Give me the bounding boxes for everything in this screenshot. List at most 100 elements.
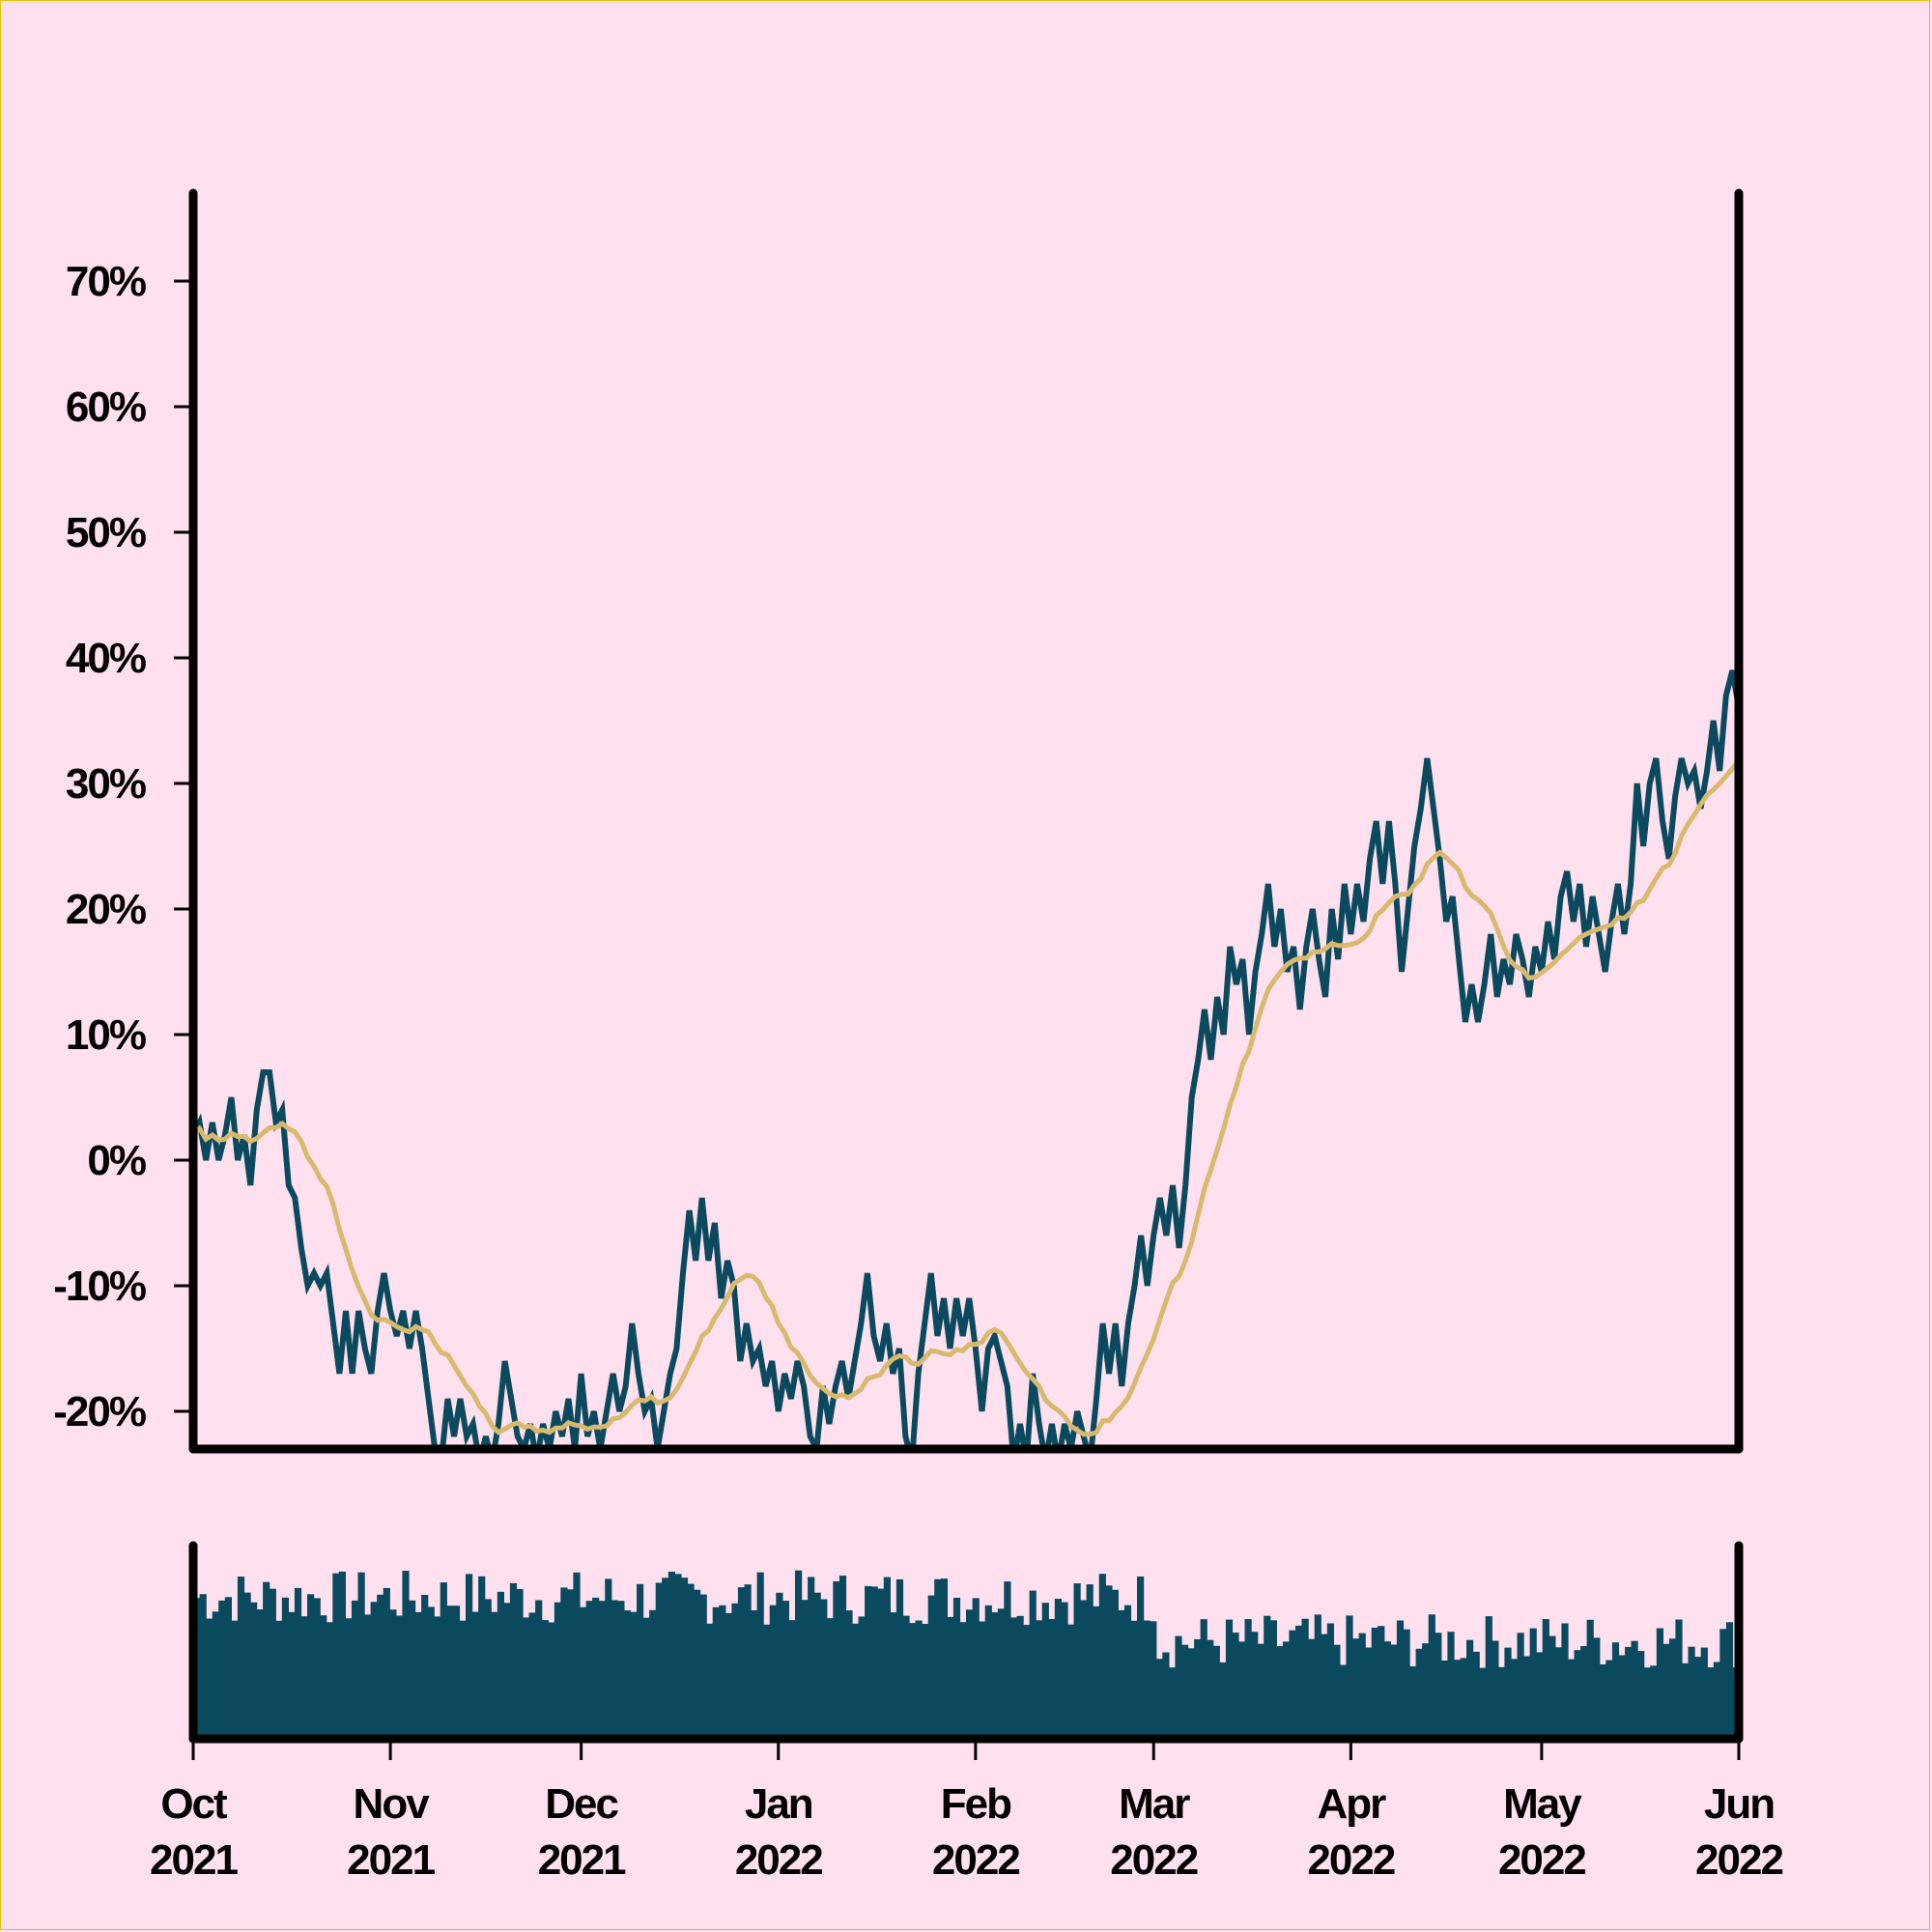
x-tick-label-month: Nov	[354, 1780, 431, 1828]
volume-bar	[497, 1591, 504, 1739]
volume-bar	[902, 1615, 910, 1739]
volume-bar	[959, 1622, 967, 1739]
volume-bar	[523, 1617, 530, 1739]
volume-bar	[1251, 1632, 1259, 1739]
volume-bar	[1378, 1626, 1385, 1739]
volume-bar	[1080, 1600, 1088, 1739]
volume-bar	[395, 1615, 403, 1739]
volume-bar	[389, 1609, 397, 1739]
volume-bar	[1694, 1657, 1702, 1739]
volume-bar	[1041, 1603, 1049, 1739]
y-tick-label: 30%	[66, 760, 146, 808]
y-tick-label: 60%	[66, 384, 146, 431]
volume-bar	[351, 1600, 359, 1739]
volume-bar	[966, 1609, 974, 1739]
volume-bar	[1580, 1646, 1588, 1739]
x-tick-label-month: Apr	[1317, 1780, 1386, 1828]
volume-bar	[598, 1601, 606, 1739]
volume-bar	[1066, 1624, 1075, 1739]
volume-bar	[922, 1624, 929, 1739]
y-tick-label: 50%	[66, 509, 146, 556]
volume-bar	[1358, 1633, 1366, 1739]
volume-bar	[231, 1620, 239, 1739]
volume-bar	[440, 1582, 447, 1739]
volume-bar	[997, 1608, 1005, 1739]
volume-bar	[1137, 1577, 1145, 1739]
volume-bar	[1212, 1645, 1220, 1739]
x-tick-label-year: 2022	[1695, 1836, 1782, 1884]
volume-bar	[1453, 1660, 1462, 1739]
volume-bar	[617, 1601, 625, 1739]
volume-bar	[250, 1602, 258, 1739]
volume-bar	[345, 1618, 353, 1739]
volume-bar	[370, 1602, 378, 1739]
volume-bar	[1269, 1620, 1277, 1739]
volume-bar	[1314, 1614, 1321, 1739]
volume-bar	[218, 1600, 226, 1739]
volume-bar	[573, 1572, 581, 1739]
volume-bar	[1700, 1647, 1708, 1739]
volume-bar	[1257, 1643, 1264, 1739]
x-tick-label-month: May	[1503, 1780, 1582, 1828]
volume-bar	[1123, 1605, 1132, 1739]
x-tick-label-month: Oct	[160, 1780, 228, 1828]
volume-bar	[934, 1578, 942, 1739]
volume-bar	[281, 1597, 289, 1739]
volume-bar	[858, 1616, 866, 1739]
volume-bar	[320, 1615, 327, 1739]
volume-bar	[516, 1589, 524, 1739]
volume-bar	[1168, 1667, 1176, 1739]
volume-bar	[402, 1571, 410, 1739]
volume-bar	[1536, 1652, 1544, 1739]
volume-bar	[1264, 1615, 1271, 1739]
volume-bar	[1548, 1635, 1556, 1739]
volume-bar	[224, 1597, 232, 1739]
volume-bar	[699, 1594, 707, 1739]
volume-bar	[332, 1573, 340, 1739]
volume-bar	[1403, 1629, 1410, 1739]
x-tick-label-year: 2022	[735, 1836, 822, 1884]
volume-bar	[275, 1620, 283, 1739]
volume-bar	[801, 1600, 809, 1739]
volume-bar	[1244, 1619, 1252, 1739]
volume-bar	[1276, 1646, 1284, 1739]
volume-bar	[1105, 1585, 1113, 1739]
volume-bar	[1054, 1599, 1062, 1739]
volume-bar	[712, 1606, 720, 1739]
volume-bar	[554, 1602, 561, 1739]
x-tick-label-month: Jan	[745, 1780, 812, 1828]
volume-bar	[813, 1592, 821, 1739]
volume-bar	[845, 1610, 853, 1739]
volume-bar	[1542, 1619, 1549, 1739]
volume-bar	[724, 1612, 732, 1739]
volume-bar	[1428, 1614, 1435, 1739]
volume-bar	[357, 1572, 365, 1739]
volume-bar	[1529, 1628, 1537, 1739]
volume-bar	[991, 1612, 999, 1739]
volume-bar	[763, 1624, 771, 1739]
volume-bar	[326, 1622, 333, 1739]
volume-bar	[1492, 1640, 1499, 1739]
x-tick-label-year: 2022	[932, 1836, 1019, 1884]
volume-bar	[1497, 1666, 1505, 1739]
volume-bar	[1143, 1620, 1151, 1739]
volume-bar	[1415, 1648, 1423, 1739]
volume-bar	[769, 1605, 777, 1739]
volume-bar	[820, 1599, 828, 1739]
volume-bar	[744, 1584, 752, 1739]
volume-bar	[471, 1611, 479, 1739]
volume-bar	[1472, 1651, 1480, 1739]
volume-bar	[509, 1582, 518, 1739]
volume-bar	[1599, 1664, 1606, 1739]
volume-bar	[1073, 1583, 1081, 1739]
volume-bar	[649, 1609, 657, 1739]
volume-bar	[1713, 1662, 1720, 1739]
volume-bar	[1688, 1646, 1695, 1739]
y-tick-label: 70%	[66, 258, 146, 305]
volume-bar	[605, 1578, 612, 1739]
volume-bar	[206, 1618, 213, 1739]
volume-bar	[452, 1605, 461, 1739]
volume-bar	[1510, 1659, 1519, 1739]
volume-bar	[1162, 1652, 1170, 1739]
